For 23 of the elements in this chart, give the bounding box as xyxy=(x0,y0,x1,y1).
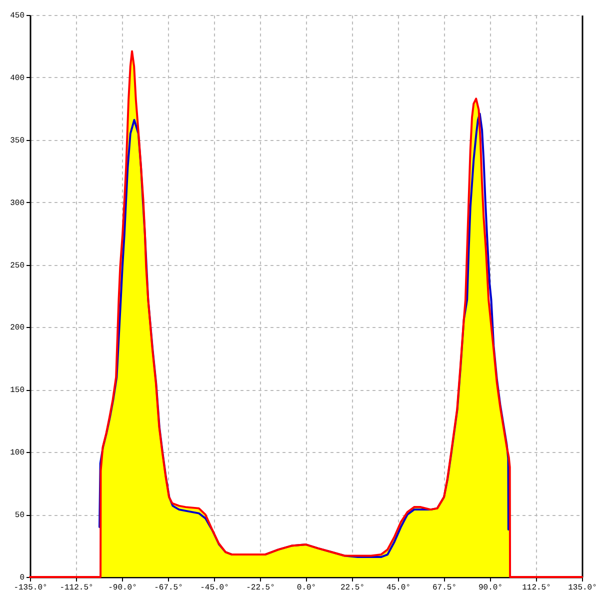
y-tick-label: 350 xyxy=(10,136,25,146)
x-tick-label: -22.5° xyxy=(246,584,275,592)
x-tick-label: 135.0° xyxy=(568,584,597,592)
y-tick-label: 450 xyxy=(10,12,25,20)
y-tick-label: 150 xyxy=(10,386,25,396)
x-tick-label: 0.0° xyxy=(296,584,316,592)
x-tick-label: 67.5° xyxy=(432,584,457,592)
x-tick-label: -135.0° xyxy=(14,584,48,592)
x-tick-label: -67.5° xyxy=(154,584,183,592)
y-tick-label: 250 xyxy=(10,261,25,270)
x-tick-label: 22.5° xyxy=(340,584,365,592)
y-tick-label: 50 xyxy=(14,511,25,520)
y-tick-label: 400 xyxy=(10,74,25,83)
x-tick-label: -112.5° xyxy=(60,584,94,592)
x-tick-label: 112.5° xyxy=(522,584,551,592)
x-tick-label: -90.0° xyxy=(108,584,137,592)
y-tick-label: 0 xyxy=(20,574,25,582)
x-tick-label: -45.0° xyxy=(200,584,229,592)
x-tick-label: 90.0° xyxy=(478,584,503,592)
y-tick-label: 200 xyxy=(10,324,25,333)
y-tick-label: 300 xyxy=(10,198,25,208)
y-tick-label: 100 xyxy=(10,448,25,458)
x-tick-label: 45.0° xyxy=(386,584,411,592)
